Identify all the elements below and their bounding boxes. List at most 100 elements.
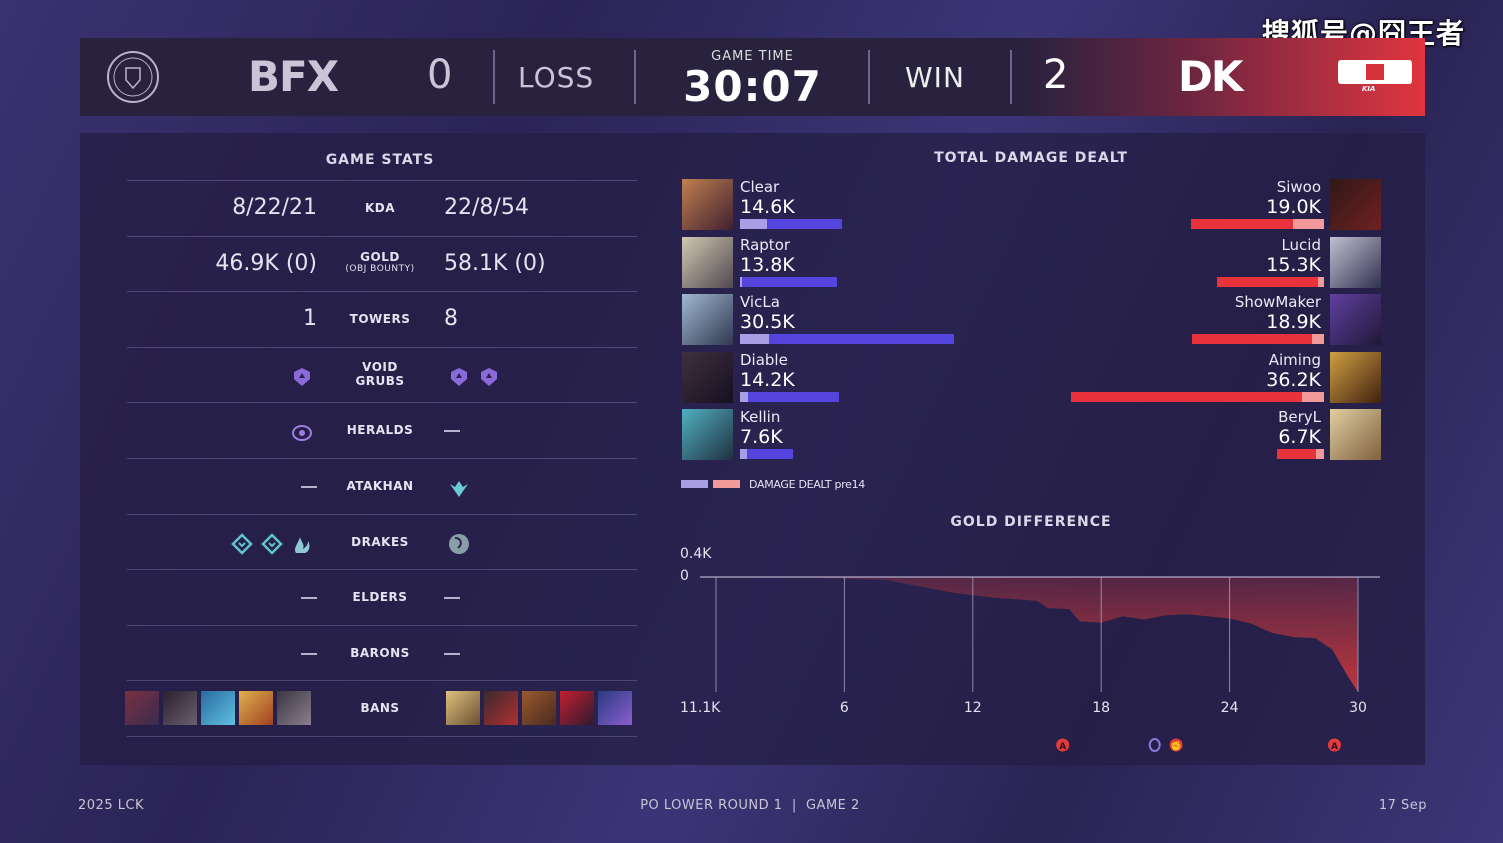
dash-empty (301, 652, 317, 655)
damage-bar (1216, 276, 1324, 287)
stat-left-none (301, 641, 317, 666)
damage-bar (1191, 334, 1324, 344)
left-team-result: LOSS (518, 61, 595, 94)
damage-bar (1191, 219, 1324, 229)
damage-pre14-bar (740, 276, 743, 287)
right-team-name: DK (1178, 52, 1243, 101)
player-damage: 6.7K (1278, 426, 1321, 448)
bfx-logo-icon (107, 51, 159, 103)
gold-diff-area (716, 576, 1358, 692)
herald-event-icon (1148, 738, 1161, 752)
player-name: Kellin (740, 408, 781, 426)
voidgrub-icon (478, 366, 500, 388)
stat-right-value (444, 364, 504, 389)
stat-right-none (444, 585, 460, 610)
atakhan-icon (448, 477, 470, 499)
stat-right-value (444, 475, 474, 500)
game-time: 30:07 (683, 62, 822, 111)
player-damage: 7.6K (740, 426, 783, 448)
stats-row-barons: BARONS (127, 624, 637, 681)
stat-left-value (287, 364, 317, 389)
player-name: Raptor (740, 235, 791, 254)
x-tick-label: 6 (839, 700, 849, 716)
stats-row-kda: KDA 8/22/21 22/8/54 (127, 180, 637, 236)
damage-pre14-bar (1302, 391, 1324, 402)
champion-ban-portrait (201, 691, 235, 726)
stat-right-none (444, 418, 460, 443)
player-name: VicLa (740, 293, 780, 311)
y-tick-label: 11.1K (680, 700, 721, 716)
player-damage: 15.3K (1266, 253, 1321, 276)
champion-ban-portrait (484, 691, 518, 726)
stat-label: BANS (360, 701, 400, 716)
stat-label: KDA (364, 201, 396, 215)
damage-pre14-bar (740, 219, 767, 229)
player-portrait (682, 294, 733, 345)
player-name: Diable (740, 350, 788, 369)
svg-text:A: A (1059, 742, 1066, 752)
damage-pre14-bar (740, 334, 769, 344)
fist-event-icon: ✊ (1169, 738, 1183, 752)
player-portrait (1330, 294, 1381, 345)
hextech-drake-icon (261, 532, 283, 555)
champion-ban-portrait (560, 691, 594, 726)
damage-pre14-bar (740, 449, 747, 459)
right-team-score: 2 (1043, 52, 1070, 98)
player-damage: 14.6K (740, 196, 795, 218)
damage-pre14-bar (1318, 276, 1324, 287)
player-portrait (1330, 179, 1381, 230)
champion-ban-portrait (598, 691, 632, 726)
player-damage: 19.0K (1266, 196, 1321, 218)
stat-label: BARONS (350, 645, 410, 660)
dash-empty (301, 597, 317, 600)
player-damage: 18.9K (1266, 311, 1321, 333)
gold-diff-title: GOLD DIFFERENCE (950, 514, 1112, 530)
y-tick-label: 0.4K (680, 546, 712, 562)
x-tick-label: 12 (963, 700, 982, 716)
champion-ban-portrait (522, 691, 556, 726)
player-portrait (682, 409, 733, 460)
stat-label: ELDERS (352, 590, 408, 605)
svg-text:A: A (1331, 742, 1338, 752)
player-name: Aiming (1268, 350, 1321, 369)
ocean-drake-icon (448, 533, 470, 555)
stat-right-value (446, 691, 636, 726)
damage-legend-label: DAMAGE DEALT pre14 (749, 478, 865, 491)
stat-right-none (444, 641, 460, 666)
y-tick-label: 0 (680, 568, 689, 584)
champion-ban-portrait (125, 691, 159, 726)
player-portrait (1330, 409, 1381, 460)
voidgrub-icon (448, 366, 470, 388)
dash-empty (444, 430, 460, 433)
player-portrait (682, 179, 733, 230)
champion-ban-portrait (277, 691, 311, 726)
stat-left-value (227, 531, 317, 556)
stats-row-towers: TOWERS 1 8 (127, 291, 637, 347)
game-stats-title: GAME STATS (325, 152, 435, 168)
stat-left-value (125, 691, 315, 726)
stat-left-value: 1 (303, 306, 317, 332)
damage-bar (740, 334, 954, 344)
stat-label: DRAKES (351, 534, 409, 549)
damage-bar (740, 449, 794, 459)
stats-table-bottom-border (127, 736, 637, 737)
damage-bar (1277, 449, 1324, 459)
player-damage: 14.2K (740, 368, 795, 391)
champion-ban-portrait (163, 691, 197, 726)
player-portrait (1330, 236, 1381, 288)
atakhan-event-icon: A (1327, 738, 1341, 752)
stat-label: HERALDS (346, 423, 414, 438)
player-name: BeryL (1278, 408, 1321, 426)
dk-sponsor-logo: KIA (1338, 58, 1412, 94)
stats-row-drakes: DRAKES (127, 513, 637, 570)
stat-right-value: 58.1K (0) (444, 250, 546, 276)
scoreboard-header: BFX 0 LOSS GAME TIME 30:07 WIN 2 DK KIA (80, 38, 1425, 116)
stat-label: ATAKHAN (346, 479, 414, 493)
damage-pre14-bar (1293, 219, 1324, 229)
player-portrait (682, 351, 733, 403)
game-time-label: GAME TIME (711, 49, 794, 64)
damage-pre14-bar (1312, 334, 1324, 344)
dash-empty (444, 597, 460, 600)
player-name: Lucid (1281, 235, 1321, 254)
